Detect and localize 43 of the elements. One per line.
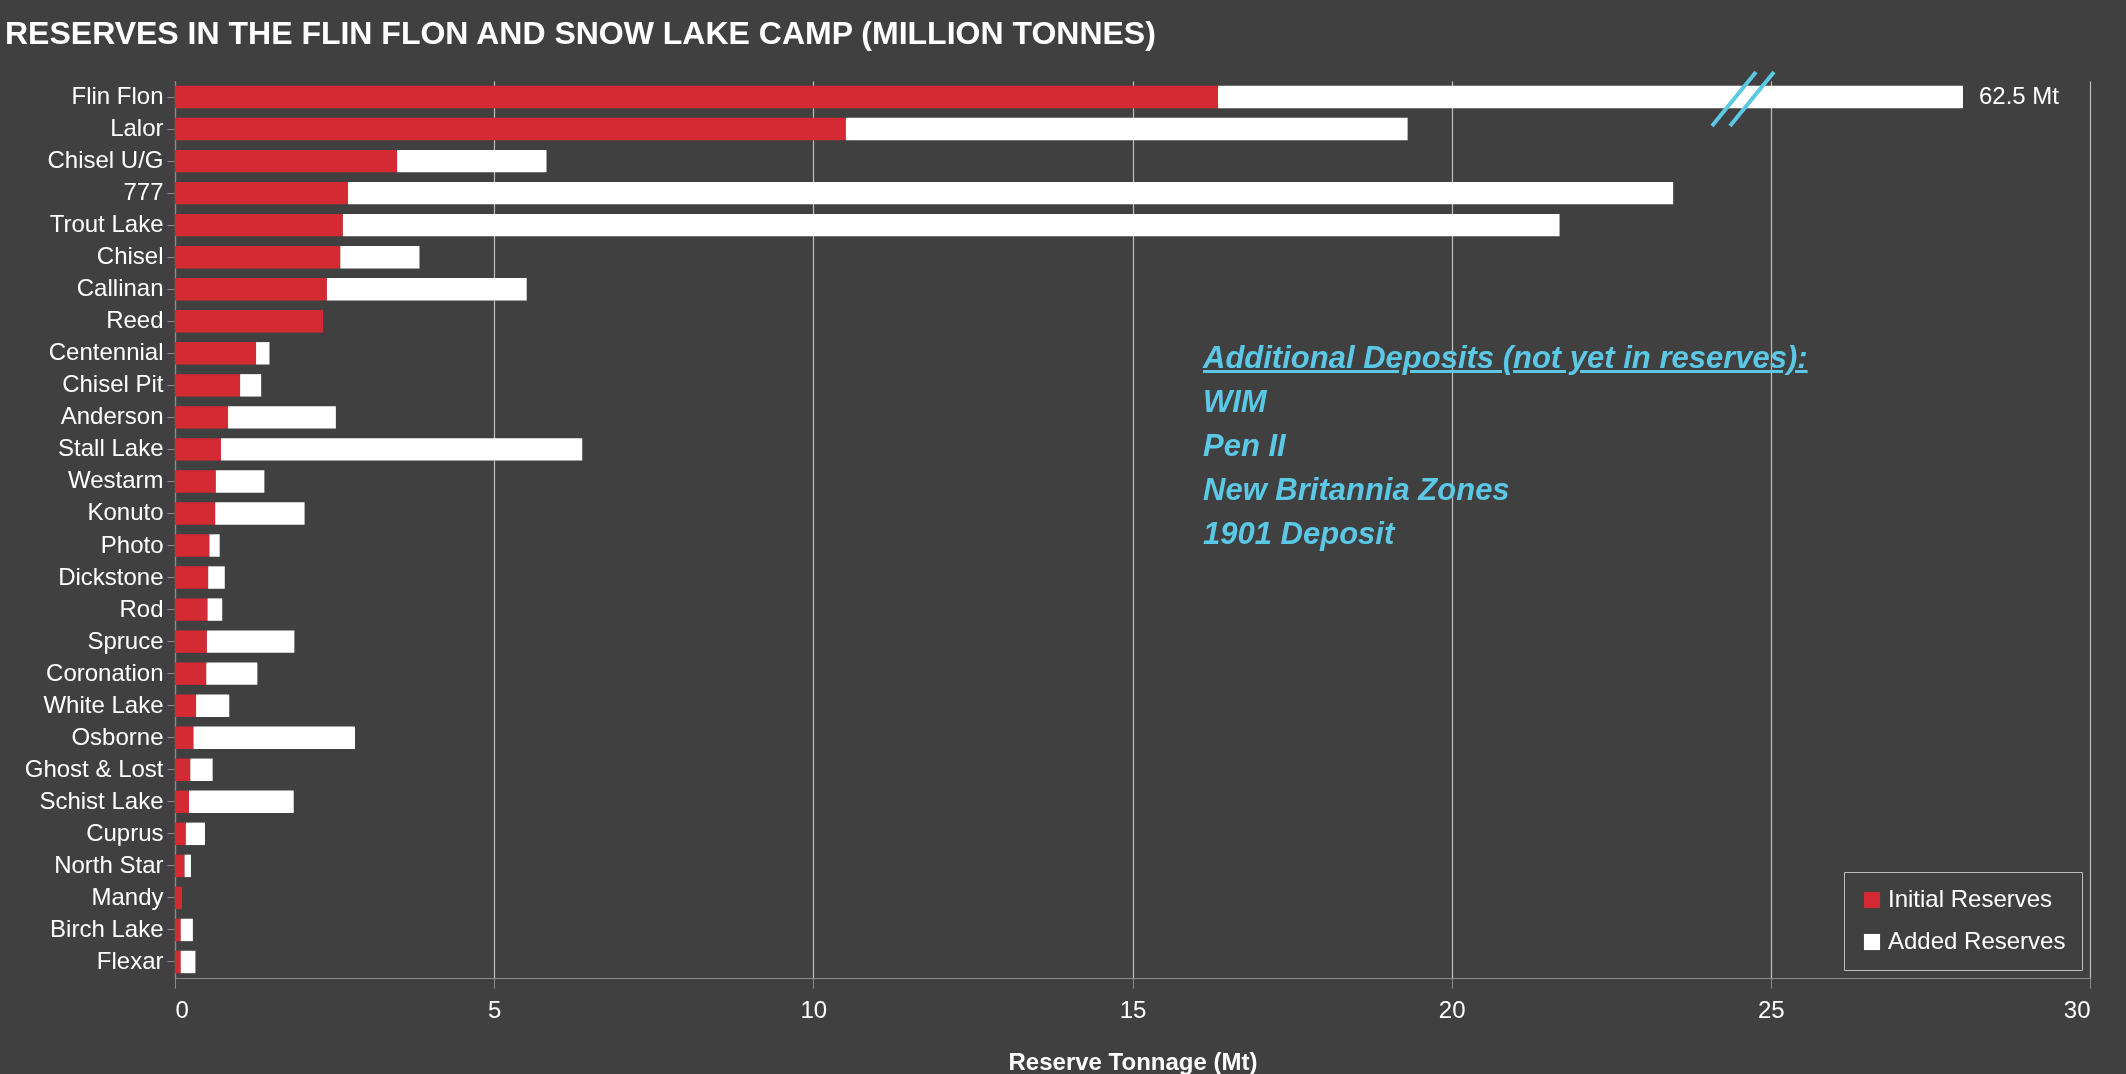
y-tick-label: Mandy [91,882,164,910]
annotation: 1901 Deposit [1203,515,1397,553]
x-tick-label: 15 [1119,995,1147,1023]
y-tick-label: Birch Lake [50,914,164,942]
y-tick-label: Rod [119,594,164,622]
y-tick-label: Dickstone [58,562,164,590]
annotation: WIM [1203,383,1268,421]
y-tick-label: Flin Flon [71,82,164,110]
y-tick-label: Cuprus [86,818,164,846]
annotation: Pen II [1203,427,1287,465]
y-tick-label: Schist Lake [39,786,164,814]
y-tick-label: Flexar [96,946,164,974]
annotation: 62.5 Mt [1978,82,2060,110]
y-tick-label: 777 [123,178,164,206]
x-tick-label: 30 [2063,995,2091,1023]
y-tick-label: Centennial [48,338,164,366]
y-tick-label: Westarm [67,466,164,494]
y-tick-label: Spruce [87,626,164,654]
y-tick-label: Reed [106,306,164,334]
y-tick-label: Callinan [76,274,164,302]
y-tick-label: Lalor [110,114,164,142]
y-tick-label: Anderson [60,402,164,430]
y-tick-label: Chisel Pit [62,370,164,398]
y-tick-label: Photo [100,530,164,558]
y-tick-label: Chisel [96,242,164,270]
y-tick-label: Stall Lake [58,434,164,462]
y-tick-label: White Lake [43,690,164,718]
x-tick-label: 25 [1757,995,1785,1023]
y-tick-label: North Star [54,850,164,878]
legend-label: Initial Reserves [1888,885,2053,912]
y-tick-label: Coronation [46,658,164,686]
y-tick-label: Ghost & Lost [24,754,164,782]
y-tick-label: Trout Lake [49,210,164,238]
x-tick-label: 20 [1438,995,1466,1023]
x-tick-label: 10 [800,995,828,1023]
x-tick-label: 5 [487,995,502,1023]
chart-title: RESERVES IN THE FLIN FLON AND SNOW LAKE CAMP (MILLION TONNES) [5,15,1156,51]
legend-label: Added Reserves [1888,927,2066,954]
x-axis-title: Reserve Tonnage (Mt) [1008,1047,1258,1074]
y-tick-label: Osborne [71,722,164,750]
x-tick-label: 0 [175,995,189,1023]
y-tick-label: Chisel U/G [47,146,164,174]
y-tick-label: Konuto [87,498,164,526]
